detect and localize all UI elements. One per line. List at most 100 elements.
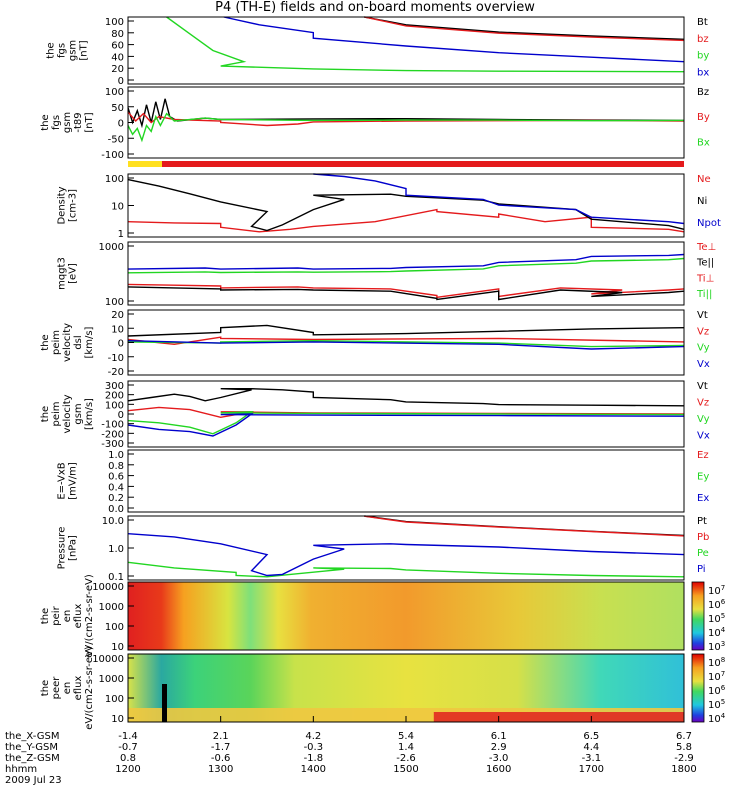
ytick-label-density: 1	[118, 229, 124, 240]
legend-efield-1: Ey	[697, 472, 709, 483]
xaxis-value: -0.7	[118, 742, 138, 753]
ylabel-fgs_gsm_t89: -t89	[73, 112, 84, 132]
legend-fgs_gsm-2: by	[697, 51, 709, 62]
colorbar-tick-label: 108	[708, 656, 725, 669]
ytick-label-fgs_gsm: 20	[111, 64, 124, 75]
plot-area-fgs_gsm_t89	[128, 87, 684, 158]
ytick-label-pressure: 0.1	[108, 572, 124, 583]
xaxis-row-label: hhmm	[5, 764, 37, 775]
series-fgs_gsm-bx	[223, 16, 685, 63]
ylabel-fgs_gsm_t89: [nT]	[84, 112, 95, 132]
ytick-label-peim_gsm: 300	[105, 381, 124, 392]
ytick-label-peim_dsl: 20	[111, 310, 124, 321]
xaxis-value: 1400	[301, 764, 326, 775]
series-fgs_gsm-Bt	[364, 16, 685, 40]
ytick-label-efield: 0.4	[108, 482, 124, 493]
colorbar-tick-label: 107	[708, 670, 725, 683]
ylabel-peer_efl: peer	[51, 676, 62, 700]
ytick-label-temps: 100	[105, 297, 124, 308]
ytick-label-pressure: 10.0	[102, 516, 124, 527]
xaxis-row-label: the_Z-GSM	[5, 753, 60, 764]
ytick-label-peer_efl: 100	[105, 694, 124, 705]
legend-density-2: Npot	[697, 218, 721, 229]
panel-temps	[127, 241, 685, 306]
status-bar-yellow	[128, 161, 162, 167]
ylabel-pressure: [nPa]	[68, 535, 79, 561]
ylabel-peim_dsl: dsl	[73, 335, 84, 349]
series-fgs_gsm-by	[166, 16, 685, 73]
legend-pressure-1: Pb	[697, 532, 709, 543]
colorbar-tick-label: 106	[708, 684, 726, 697]
colorbar-peir_efl	[691, 581, 705, 651]
legend-density-0: Ne	[697, 174, 711, 185]
panel-pressure	[127, 515, 685, 581]
ytick-label-peim_gsm: 200	[105, 391, 124, 402]
ytick-label-efield: 0.0	[108, 504, 124, 515]
panel-fgs_gsm	[127, 16, 685, 85]
legend-temps-3: Ti||	[696, 289, 712, 300]
legend-temps-1: Te||	[696, 258, 714, 269]
xaxis-value: 1.4	[398, 742, 414, 753]
colorbar-tick-label: 106	[708, 598, 726, 611]
panel-efield	[127, 449, 685, 513]
ytick-label-fgs_gsm: 100	[105, 17, 124, 28]
xaxis-value: -1.7	[211, 742, 231, 753]
plot-area-fgs_gsm	[128, 17, 684, 84]
ylabel-peim_dsl: velocity	[62, 323, 73, 362]
series-peim_gsm-Vt	[127, 388, 685, 407]
panel-density	[127, 173, 685, 238]
ylabel-peer_efl: the	[40, 680, 51, 696]
legend-pressure-0: Pt	[697, 516, 707, 527]
legend-fgs_gsm-3: bx	[697, 68, 709, 79]
ytick-label-peer_efl: 10000	[92, 654, 124, 665]
colorbar-tick-label: 104	[708, 712, 726, 725]
xaxis-value: -1.8	[304, 753, 324, 764]
legend-peim_gsm-3: Vx	[697, 431, 710, 442]
panel-peir_efl	[127, 581, 705, 651]
legend-fgs_gsm-0: Bt	[697, 17, 708, 28]
series-peim_dsl-Vx	[127, 340, 685, 350]
ylabel-fgs_gsm: [nT]	[79, 40, 90, 60]
panel-peim_dsl	[127, 309, 685, 376]
ytick-label-fgs_gsm: 80	[111, 29, 124, 40]
ytick-label-peer_efl: 1000	[99, 674, 124, 685]
xaxis-value: 5.4	[398, 731, 414, 742]
xaxis-value: 6.1	[491, 731, 507, 742]
ylabel-peir_efl: eV/(cm2-s-sr-eV)	[84, 574, 95, 658]
ytick-label-fgs_gsm_t89: 50	[111, 103, 124, 114]
ytick-label-efield: 0.8	[108, 461, 124, 472]
ytick-label-fgs_gsm_t89: 100	[105, 87, 124, 98]
legend-fgs_gsm_t89-1: By	[697, 112, 710, 123]
series-peim_gsm-Vy	[127, 411, 685, 435]
legend-density-1: Ni	[697, 196, 707, 207]
ylabel-pressure: Pressure	[57, 527, 68, 570]
series-temps-Ti⊥	[127, 253, 685, 270]
ytick-label-peim_dsl: -20	[108, 367, 124, 378]
series-temps-Ti||	[127, 257, 685, 274]
ylabel-density: Density	[57, 186, 68, 224]
panel-frame	[127, 241, 685, 306]
ytick-label-peir_efl: 100	[105, 622, 124, 633]
xaxis-value: 6.5	[583, 731, 599, 742]
ytick-label-efield: 0.6	[108, 472, 124, 483]
series-density-Ne	[127, 208, 685, 233]
panel-frame	[127, 581, 685, 651]
ylabel-fgs_gsm_t89: fgs	[51, 115, 62, 130]
xaxis-value: 6.7	[676, 731, 692, 742]
series-fgs_gsm-bz	[364, 16, 685, 42]
xaxis-value: 0.8	[120, 753, 136, 764]
ylabel-fgs_gsm: the	[46, 42, 57, 58]
ylabel-density: [cm-3]	[68, 189, 79, 222]
figure-title: P4 (TH-E) fields and on-board moments ov…	[215, 0, 535, 15]
ytick-label-efield: 1.0	[108, 450, 124, 461]
ytick-label-peim_gsm: -300	[101, 439, 124, 450]
ylabel-peer_efl: eflux	[73, 676, 84, 701]
ytick-label-temps: 1000	[99, 242, 124, 253]
ylabel-fgs_gsm: fgs	[57, 43, 68, 58]
xaxis-value: 1600	[486, 764, 511, 775]
ylabel-peir_efl: the	[40, 608, 51, 624]
ytick-label-density: 10	[111, 202, 124, 213]
legend-peim_dsl-0: Vt	[697, 310, 708, 321]
ylabel-peim_gsm: the	[40, 406, 51, 422]
